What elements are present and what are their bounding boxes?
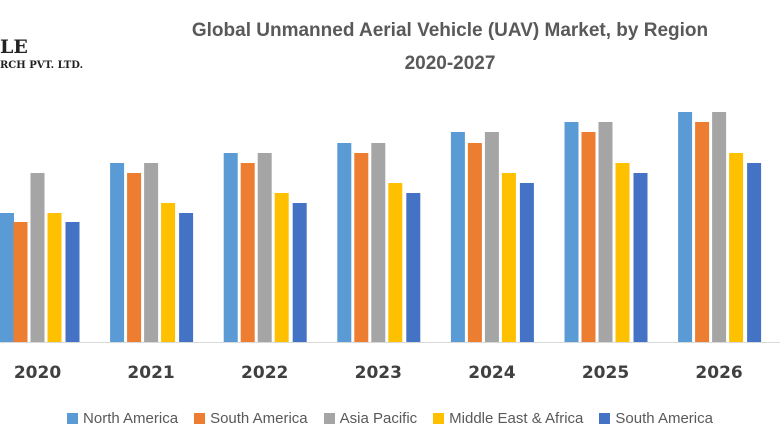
x-tick-label: 2020 xyxy=(14,363,61,383)
bar xyxy=(678,112,693,342)
legend-item: North America xyxy=(67,410,178,427)
x-tick-label: 2025 xyxy=(582,363,629,383)
legend-marker xyxy=(433,412,445,424)
bar xyxy=(388,183,403,342)
bar xyxy=(274,193,289,342)
bar xyxy=(747,163,762,342)
bar xyxy=(371,143,386,342)
legend-marker xyxy=(67,412,79,424)
legend-item: South America xyxy=(599,410,713,427)
legend-marker xyxy=(194,412,206,424)
bar xyxy=(30,173,45,342)
x-tick-label: 2023 xyxy=(355,363,402,383)
bar xyxy=(110,163,125,342)
bar xyxy=(0,213,14,342)
bar xyxy=(144,163,159,342)
bar xyxy=(581,132,596,342)
chart-title: Global Unmanned Aerial Vehicle (UAV) Mar… xyxy=(191,20,709,41)
bar xyxy=(615,163,630,342)
legend-label: South America xyxy=(210,409,308,427)
bar xyxy=(354,153,369,342)
bar xyxy=(450,132,465,342)
bar xyxy=(337,143,352,342)
bar xyxy=(161,203,176,342)
bar xyxy=(633,173,648,342)
chart-subtitle: 2020-2027 xyxy=(404,53,496,74)
bar xyxy=(729,153,744,342)
x-tick-label: 2022 xyxy=(241,363,288,383)
legend-label: South America xyxy=(615,409,713,427)
bar xyxy=(240,163,255,342)
bar xyxy=(467,143,482,342)
legend-item: South America xyxy=(194,410,308,427)
legend-item: Middle East & Africa xyxy=(433,410,583,427)
x-tick-label: 2024 xyxy=(468,363,515,383)
bar xyxy=(519,183,534,342)
bar xyxy=(223,153,238,342)
bar xyxy=(47,213,62,342)
legend-label: North America xyxy=(83,409,179,427)
legend: North America South America Asia Pacific Mi… xyxy=(0,406,780,430)
bar xyxy=(406,193,421,342)
bar xyxy=(564,122,579,342)
bar xyxy=(598,122,613,342)
legend-item: Asia Pacific xyxy=(323,409,418,427)
bar xyxy=(292,203,307,342)
bar xyxy=(179,213,194,342)
bar xyxy=(127,173,142,342)
x-tick-label: 2026 xyxy=(695,363,742,383)
bar xyxy=(13,222,28,342)
logo-subtext: RCH PVT. LTD. xyxy=(0,60,84,71)
bar xyxy=(501,173,516,342)
bar xyxy=(257,153,272,342)
legend-label: Middle East & Africa xyxy=(449,409,584,427)
legend-marker xyxy=(323,412,335,424)
legend-label: Asia Pacific xyxy=(339,409,418,427)
bar xyxy=(65,222,80,342)
x-tick-label: 2021 xyxy=(127,363,174,383)
bar xyxy=(484,132,499,342)
logo-text: LE xyxy=(0,36,28,58)
bar xyxy=(695,122,710,342)
legend-marker xyxy=(599,412,611,424)
bar xyxy=(712,112,727,342)
